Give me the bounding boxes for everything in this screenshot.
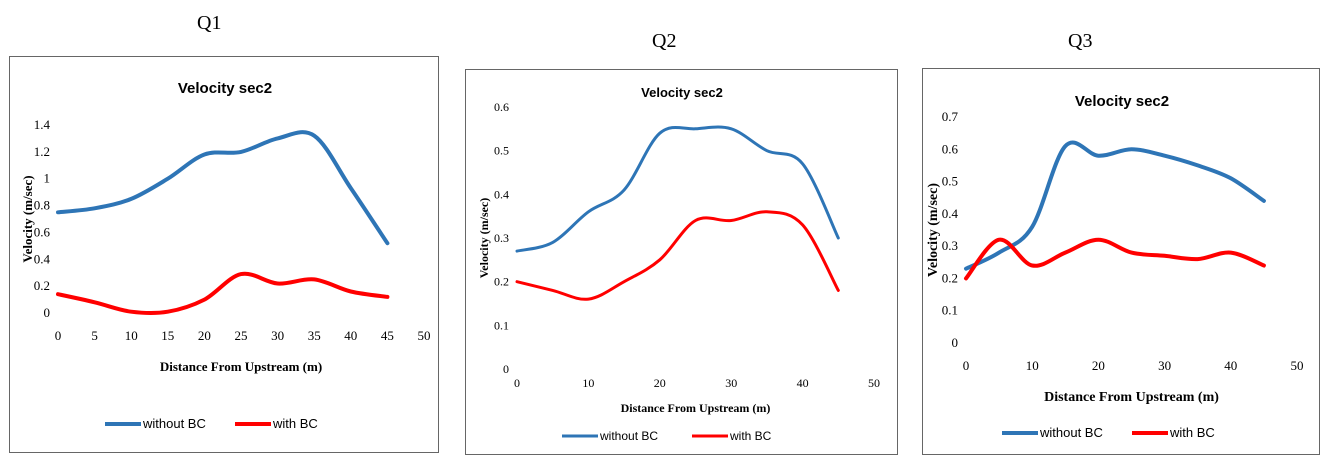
chart2-title: Velocity sec2 [641, 85, 723, 100]
chart2-y-tick-label: 0 [503, 362, 509, 376]
panel-label-q2: Q2 [652, 30, 677, 52]
chart1-y-tick-label: 1.4 [34, 117, 51, 132]
chart3-x-tick-label: 10 [1026, 358, 1039, 373]
chart-q3-svg: Velocity sec2 0 0.1 0.2 0.3 0.4 0.5 0.6 0.7 0 10 20… [926, 93, 1304, 440]
chart3-y-tick-label: 0 [952, 335, 959, 350]
chart2-x-tick-label: 0 [514, 376, 520, 390]
chart3-y-tick-label: 0.5 [942, 174, 958, 189]
chart3-x-axis-label: Distance From Upstream (m) [1044, 390, 1219, 405]
chart2-x-tick-label: 10 [582, 376, 594, 390]
chart1-y-tick-label: 0.8 [34, 198, 50, 213]
chart3-y-tick-label: 0.4 [942, 206, 959, 221]
chart1-x-axis-label: Distance From Upstream (m) [160, 359, 322, 374]
chart1-legend-label-without-bc: without BC [142, 416, 206, 431]
chart-q3: Velocity sec2 0 0.1 0.2 0.3 0.4 0.5 0.6 0.7 0 10 20… [922, 68, 1320, 455]
panel-label-q1: Q1 [197, 12, 222, 34]
chart1-x-tick-label: 40 [344, 328, 357, 343]
chart1-y-tick-label: 0.6 [34, 224, 51, 239]
chart2-x-tick-label: 50 [868, 376, 880, 390]
chart-q1: Velocity sec2 0 0.2 0.4 0.6 0.8 1 1.2 1.4 0 5 10 15 2… [9, 56, 439, 453]
chart1-x-tick-label: 10 [125, 328, 138, 343]
chart-q2: Velocity sec2 0 0.1 0.2 0.3 0.4 0.5 0.6 0 10 20 30 4… [465, 69, 898, 455]
chart2-x-axis-label: Distance From Upstream (m) [621, 401, 771, 415]
chart2-y-tick-label: 0.2 [494, 275, 509, 289]
chart1-x-tick-label: 15 [161, 328, 174, 343]
chart3-y-tick-label: 0.6 [942, 141, 959, 156]
chart3-x-tick-label: 0 [963, 358, 970, 373]
chart2-y-tick-label: 0.5 [494, 144, 509, 158]
chart2-y-tick-label: 0.3 [494, 231, 509, 245]
chart2-y-axis-label: Velocity (m/sec) [477, 198, 491, 279]
chart1-x-tick-label: 50 [418, 328, 431, 343]
chart3-x-tick-label: 20 [1092, 358, 1105, 373]
chart3-y-axis-label: Velocity (m/sec) [926, 183, 941, 277]
chart3-title: Velocity sec2 [1075, 93, 1169, 110]
chart-q2-svg: Velocity sec2 0 0.1 0.2 0.3 0.4 0.5 0.6 0 10 20 30 4… [477, 85, 880, 443]
chart2-series-line-with-bc [515, 210, 840, 301]
chart3-legend-label-with-bc: with BC [1169, 425, 1215, 440]
chart1-y-tick-label: 0.4 [34, 251, 51, 266]
chart3-legend-label-without-bc: without BC [1039, 425, 1103, 440]
chart2-legend-label-without-bc: without BC [599, 429, 658, 443]
chart2-y-tick-label: 0.6 [494, 100, 509, 114]
chart1-series-line-with-bc [56, 271, 390, 316]
chart1-x-tick-label: 30 [271, 328, 284, 343]
chart1-y-tick-label: 0 [44, 305, 51, 320]
chart-q1-svg: Velocity sec2 0 0.2 0.4 0.6 0.8 1 1.2 1.4 0 5 10 15 2… [20, 80, 431, 431]
chart1-x-tick-label: 0 [55, 328, 62, 343]
chart3-y-tick-label: 0.3 [942, 238, 958, 253]
chart1-y-tick-label: 1 [44, 171, 51, 186]
chart2-y-tick-label: 0.1 [494, 318, 509, 332]
chart2-x-tick-label: 30 [725, 376, 737, 390]
chart1-x-tick-label: 25 [235, 328, 248, 343]
chart1-y-tick-label: 1.2 [34, 144, 50, 159]
chart3-y-tick-label: 0.7 [942, 109, 959, 124]
chart3-series-line-with-bc [964, 237, 1266, 281]
chart1-legend-label-with-bc: with BC [272, 416, 318, 431]
chart1-x-tick-label: 20 [198, 328, 211, 343]
chart2-x-tick-label: 40 [797, 376, 809, 390]
chart3-x-tick-label: 50 [1291, 358, 1304, 373]
chart3-y-tick-label: 0.2 [942, 270, 958, 285]
chart3-x-tick-label: 40 [1224, 358, 1237, 373]
chart1-series-line-without-bc [56, 130, 390, 246]
chart2-y-tick-label: 0.4 [494, 187, 509, 201]
chart2-series-line-without-bc [515, 125, 840, 253]
panel-label-q3: Q3 [1068, 30, 1093, 52]
chart3-x-tick-label: 30 [1158, 358, 1171, 373]
chart1-title: Velocity sec2 [178, 80, 272, 97]
chart3-y-tick-label: 0.1 [942, 303, 958, 318]
chart3-series-line-without-bc [964, 140, 1266, 271]
chart2-legend-label-with-bc: with BC [729, 429, 772, 443]
chart1-x-tick-label: 5 [91, 328, 98, 343]
chart1-x-tick-label: 45 [381, 328, 394, 343]
chart1-y-axis-label: Velocity (m/sec) [20, 175, 35, 262]
chart1-x-tick-label: 35 [308, 328, 321, 343]
chart1-y-tick-label: 0.2 [34, 278, 50, 293]
chart2-x-tick-label: 20 [654, 376, 666, 390]
